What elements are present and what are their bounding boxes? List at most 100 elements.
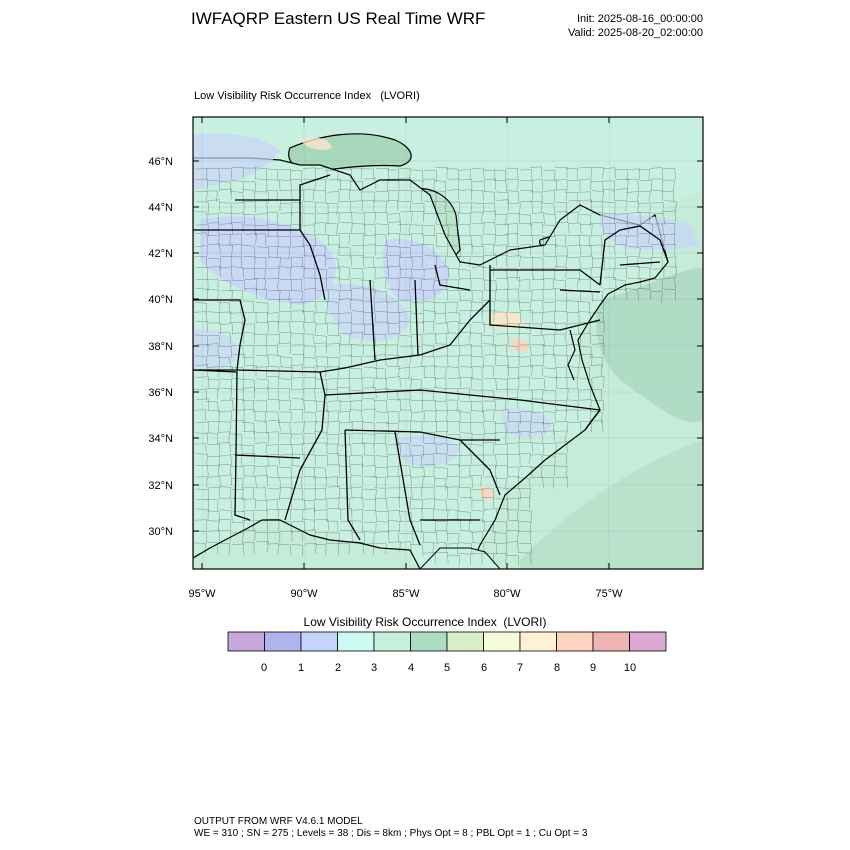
county-cell xyxy=(625,235,639,247)
county-cell xyxy=(591,400,604,412)
low-patch-north xyxy=(193,133,280,190)
county-cell xyxy=(530,398,544,411)
county-cell xyxy=(313,190,326,202)
county-cell xyxy=(517,323,531,335)
county-cell xyxy=(398,511,412,524)
county-cell xyxy=(255,510,268,522)
county-cell xyxy=(207,243,221,255)
county-cell xyxy=(409,454,422,467)
county-cell xyxy=(242,345,255,357)
county-cell xyxy=(447,476,460,488)
county-cell xyxy=(495,498,509,511)
county-cell xyxy=(554,266,567,279)
county-cell xyxy=(278,236,291,248)
county-cell xyxy=(505,233,518,245)
county-cell xyxy=(241,542,255,554)
county-cell xyxy=(520,190,533,202)
county-cell xyxy=(241,300,255,313)
county-cell xyxy=(411,313,424,325)
county-cell xyxy=(242,214,256,226)
county-cell xyxy=(290,531,303,543)
county-cell xyxy=(302,500,315,512)
county-cell xyxy=(543,389,557,402)
county-cell xyxy=(553,333,567,345)
county-cell xyxy=(398,177,412,189)
county-cell xyxy=(265,499,278,511)
county-cell xyxy=(397,465,411,477)
county-cell xyxy=(590,212,603,224)
county-cell xyxy=(554,201,568,214)
county-cell xyxy=(302,268,316,280)
county-cell xyxy=(445,543,458,555)
county-cell xyxy=(556,421,569,433)
county-cell xyxy=(229,244,242,256)
county-cell xyxy=(555,211,569,223)
county-cell xyxy=(254,366,267,378)
county-cell xyxy=(496,300,509,313)
county-cell xyxy=(399,268,413,280)
county-cell xyxy=(267,179,281,192)
county-cell xyxy=(458,553,471,566)
county-cell xyxy=(337,432,351,445)
county-cell xyxy=(385,344,399,356)
county-cell xyxy=(328,400,341,412)
county-cell xyxy=(543,236,557,248)
county-cell xyxy=(520,256,533,269)
county-cell xyxy=(471,278,485,290)
county-cell xyxy=(434,213,447,225)
county-cell xyxy=(493,169,507,182)
county-cell xyxy=(567,257,581,269)
county-cell xyxy=(663,256,677,268)
county-cell xyxy=(507,466,520,479)
county-cell xyxy=(206,510,220,523)
county-cell xyxy=(446,366,460,379)
county-cell xyxy=(266,431,279,443)
county-cell xyxy=(386,301,399,313)
county-cell xyxy=(340,521,353,533)
county-cell xyxy=(506,388,519,401)
county-cell xyxy=(422,178,435,190)
county-cell xyxy=(651,268,665,280)
county-cell xyxy=(253,257,267,269)
county-cell xyxy=(553,322,567,335)
county-cell xyxy=(505,267,518,280)
county-cell xyxy=(196,201,209,214)
county-cell xyxy=(531,422,545,434)
county-cell xyxy=(505,223,519,235)
county-cell xyxy=(219,311,232,323)
county-cell xyxy=(650,256,663,268)
county-cell xyxy=(577,301,590,314)
county-cell xyxy=(482,409,495,421)
county-cell xyxy=(278,399,291,412)
county-cell xyxy=(291,189,304,202)
high-patch-virginia xyxy=(510,338,529,353)
county-cell xyxy=(469,401,484,413)
county-cell xyxy=(315,356,329,368)
county-cell xyxy=(290,202,304,214)
county-cell xyxy=(350,332,363,344)
county-cell xyxy=(339,529,353,542)
county-cell xyxy=(470,531,483,543)
county-cell xyxy=(291,398,305,411)
county-cell xyxy=(289,179,303,191)
county-cell xyxy=(554,366,567,378)
county-cell xyxy=(279,530,293,542)
county-cell xyxy=(580,223,593,236)
county-cell xyxy=(350,463,363,475)
county-cell xyxy=(409,486,423,499)
county-cell xyxy=(459,476,473,489)
county-cell xyxy=(315,532,328,544)
county-cell xyxy=(217,442,231,454)
county-cell xyxy=(520,310,534,322)
county-cell xyxy=(579,346,592,359)
county-cell xyxy=(435,420,448,432)
county-cell xyxy=(374,277,387,289)
county-cell xyxy=(639,180,653,192)
county-cell xyxy=(374,542,387,555)
county-cell xyxy=(268,354,282,367)
county-cell xyxy=(447,178,460,190)
county-cell xyxy=(556,222,570,234)
county-cell xyxy=(446,168,459,181)
county-cell xyxy=(242,379,255,392)
county-cell xyxy=(650,291,663,303)
